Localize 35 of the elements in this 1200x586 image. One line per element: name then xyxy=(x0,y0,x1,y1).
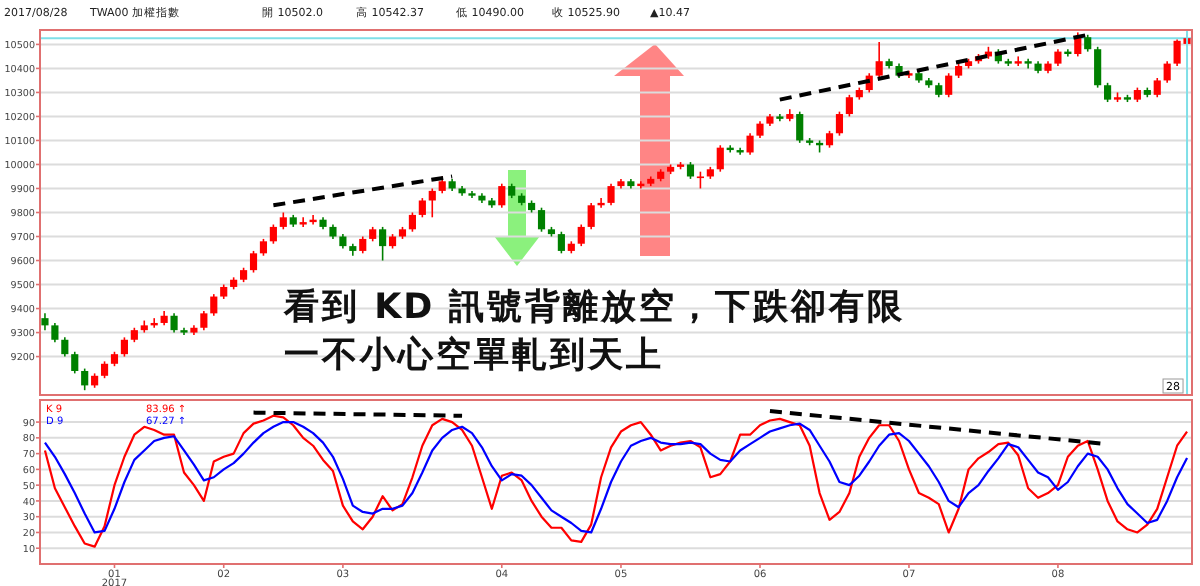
candlestick xyxy=(418,197,426,219)
candlestick xyxy=(1153,77,1161,99)
candlestick xyxy=(71,350,79,375)
candlestick xyxy=(835,110,844,137)
candlestick xyxy=(557,230,565,255)
candlestick xyxy=(1094,46,1102,89)
candlestick xyxy=(200,310,208,331)
candlestick xyxy=(170,312,178,334)
candlestick xyxy=(796,110,804,144)
candlestick xyxy=(845,94,853,118)
candlestick xyxy=(1104,82,1112,103)
candlestick xyxy=(379,226,387,262)
candlestick xyxy=(875,41,883,79)
candlestick xyxy=(746,132,754,156)
annotation: 一不小心空單軋到天上 xyxy=(284,334,664,376)
candlestick xyxy=(945,72,953,99)
candlestick xyxy=(299,216,307,228)
candlestick xyxy=(1014,55,1022,67)
candlestick xyxy=(210,293,218,317)
annotation: 看到 KD 訊號背離放空，下跌卻有限 xyxy=(282,286,905,328)
candlestick xyxy=(1163,60,1171,84)
candlestick xyxy=(587,202,595,231)
candlestick xyxy=(716,144,724,173)
candlestick xyxy=(61,336,69,358)
candlestick xyxy=(428,187,436,219)
candlestick xyxy=(120,336,128,358)
candlestick xyxy=(607,182,615,207)
candlestick xyxy=(577,223,585,247)
candlestick xyxy=(51,322,59,343)
candlestick xyxy=(498,182,506,209)
candlestick xyxy=(249,250,258,274)
candlestick xyxy=(537,206,546,233)
candlestick xyxy=(81,367,89,391)
candlestick xyxy=(269,223,277,245)
candlestick xyxy=(408,211,416,233)
